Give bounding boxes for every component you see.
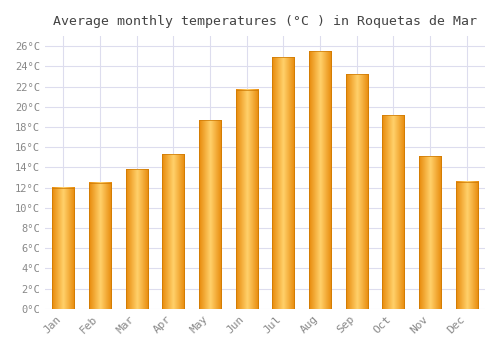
Bar [456,182,477,309]
Bar [199,120,221,309]
Bar [236,90,258,309]
Title: Average monthly temperatures (°C ) in Roquetas de Mar: Average monthly temperatures (°C ) in Ro… [53,15,477,28]
Bar [309,51,331,309]
Bar [126,169,148,309]
Bar [419,156,441,309]
Bar [272,57,294,309]
Bar [346,75,368,309]
Bar [162,154,184,309]
Bar [52,188,74,309]
Bar [89,183,111,309]
Bar [382,115,404,309]
